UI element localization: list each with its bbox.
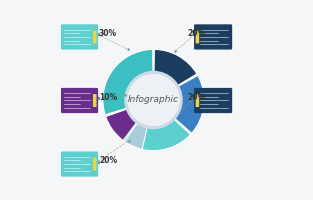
FancyBboxPatch shape [61,151,98,177]
Point [178,110,183,114]
Point [192,33,197,36]
Text: 30%: 30% [99,29,117,38]
Point [126,139,131,142]
Point [95,33,100,36]
Text: 20%: 20% [187,29,205,38]
Point [95,96,100,100]
Text: 10%: 10% [99,93,117,102]
Point [173,50,178,53]
FancyBboxPatch shape [93,158,96,171]
Circle shape [124,71,183,129]
Circle shape [127,73,180,127]
FancyBboxPatch shape [61,88,98,113]
Wedge shape [154,49,197,86]
Text: Infographic: Infographic [128,95,179,104]
Wedge shape [174,75,204,133]
FancyBboxPatch shape [196,30,199,43]
Point [123,93,128,97]
Point [125,48,130,51]
Text: 20%: 20% [187,93,205,102]
Wedge shape [105,109,137,140]
FancyBboxPatch shape [61,24,98,50]
FancyBboxPatch shape [93,30,96,43]
Text: 20%: 20% [99,156,117,165]
FancyBboxPatch shape [194,24,232,50]
Wedge shape [116,118,191,151]
Point [192,96,197,100]
Wedge shape [103,49,153,115]
FancyBboxPatch shape [196,94,199,107]
FancyBboxPatch shape [93,94,96,107]
Point [95,160,100,163]
Wedge shape [125,122,147,149]
FancyBboxPatch shape [194,88,232,113]
